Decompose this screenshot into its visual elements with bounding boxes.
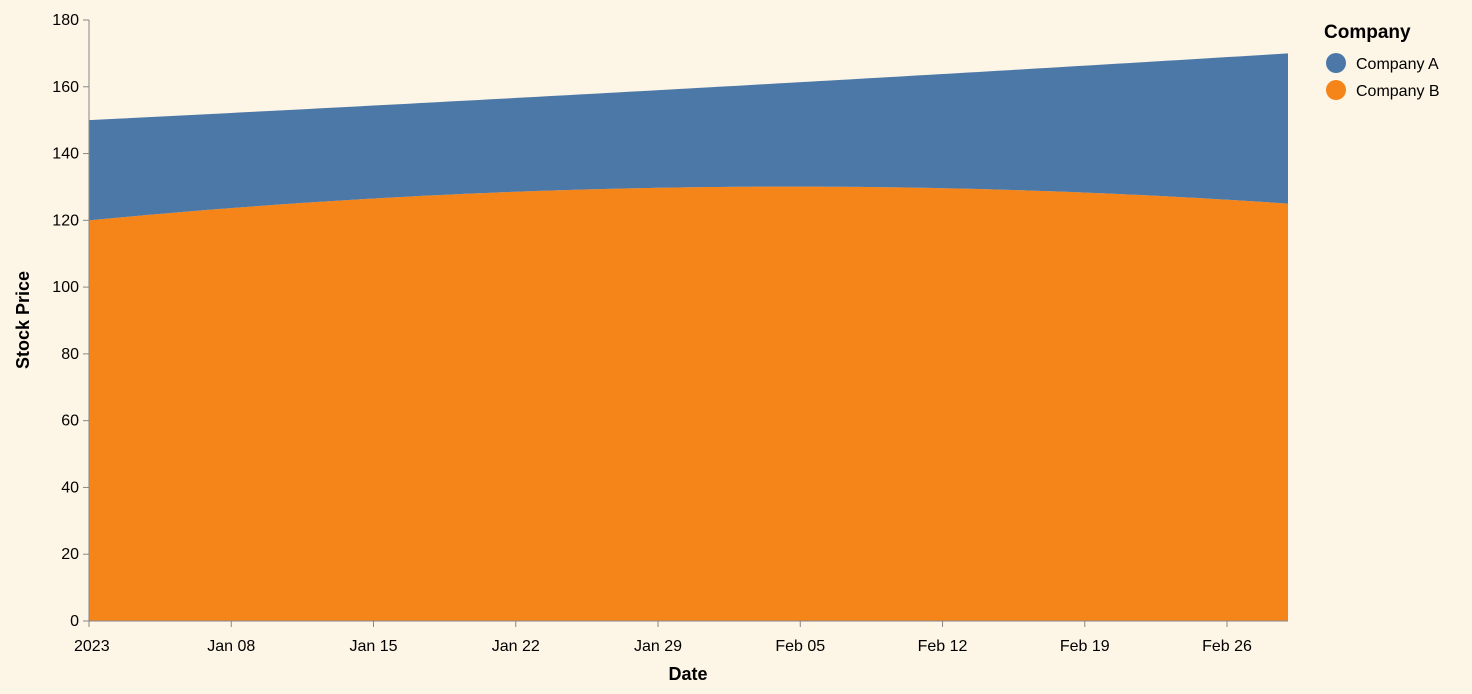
area-company-a: [89, 53, 1288, 221]
x-tick-label: Jan 08: [207, 638, 255, 655]
x-tick-label: Jan 15: [349, 638, 397, 655]
legend-swatch-company-b: [1326, 80, 1346, 100]
legend-title: Company: [1324, 22, 1411, 43]
y-tick-label: 0: [70, 613, 79, 630]
y-tick-label: 160: [52, 79, 79, 96]
legend-label-company-a: Company A: [1356, 56, 1439, 73]
x-tick-label: Jan 29: [634, 638, 682, 655]
x-tick-label: Feb 05: [775, 638, 825, 655]
area-company-b: [89, 186, 1288, 621]
y-tick-label: 20: [61, 546, 79, 563]
x-tick-label: Jan 22: [492, 638, 540, 655]
x-tick-label: Feb 19: [1060, 638, 1110, 655]
y-axis: 0 20 40 60 80 100 120 140 160 180: [52, 12, 90, 630]
legend-swatch-company-a: [1326, 53, 1346, 73]
y-tick-label: 100: [52, 279, 79, 296]
y-tick-label: 80: [61, 346, 79, 363]
y-tick-label: 120: [52, 212, 79, 229]
legend: Company Company A Company B: [1324, 22, 1440, 100]
y-tick-label: 60: [61, 413, 79, 430]
y-tick-label: 180: [52, 12, 79, 29]
x-axis: 2023 Jan 08 Jan 15 Jan 22 Jan 29 Feb 05 Feb 12…: [74, 620, 1288, 655]
y-axis-title: Stock Price: [13, 271, 33, 369]
legend-label-company-b: Company B: [1356, 83, 1440, 100]
area-layer: [89, 53, 1288, 621]
x-tick-label: 2023: [74, 638, 110, 655]
y-tick-label: 40: [61, 479, 79, 496]
x-tick-label: Feb 12: [918, 638, 968, 655]
x-tick-label: Feb 26: [1202, 638, 1252, 655]
y-tick-label: 140: [52, 146, 79, 163]
x-axis-title: Date: [668, 664, 707, 684]
